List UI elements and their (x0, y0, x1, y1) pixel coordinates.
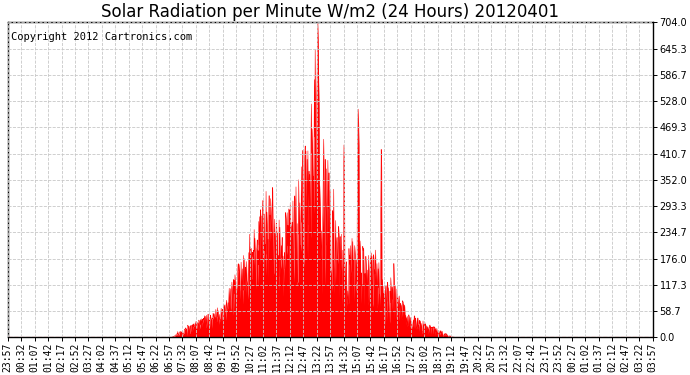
Text: Copyright 2012 Cartronics.com: Copyright 2012 Cartronics.com (11, 32, 193, 42)
Title: Solar Radiation per Minute W/m2 (24 Hours) 20120401: Solar Radiation per Minute W/m2 (24 Hour… (101, 3, 559, 21)
